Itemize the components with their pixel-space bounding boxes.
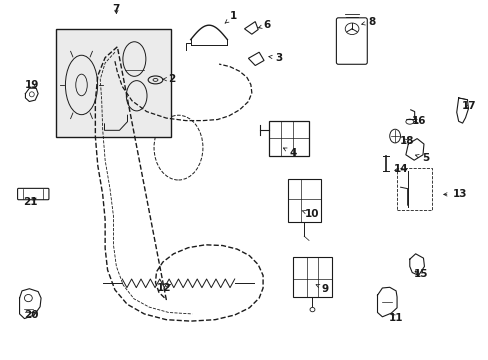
Text: 20: 20 bbox=[24, 310, 39, 320]
Text: 4: 4 bbox=[283, 148, 297, 158]
Text: 10: 10 bbox=[301, 209, 319, 219]
Text: 13: 13 bbox=[443, 189, 466, 199]
Text: 12: 12 bbox=[156, 283, 171, 293]
Text: 2: 2 bbox=[163, 74, 175, 84]
Text: 3: 3 bbox=[268, 53, 282, 63]
Text: 6: 6 bbox=[258, 20, 269, 30]
Text: 19: 19 bbox=[24, 80, 39, 90]
Text: 21: 21 bbox=[23, 197, 38, 207]
Bar bbox=[287, 179, 320, 222]
Text: 1: 1 bbox=[224, 11, 237, 23]
Text: 15: 15 bbox=[413, 269, 428, 279]
Text: 9: 9 bbox=[315, 284, 328, 294]
Bar bbox=[396, 168, 431, 210]
Text: 14: 14 bbox=[393, 164, 407, 174]
Text: 5: 5 bbox=[415, 153, 428, 163]
Bar bbox=[293, 257, 331, 297]
Text: 18: 18 bbox=[399, 136, 413, 146]
Text: 17: 17 bbox=[461, 101, 476, 111]
Text: 11: 11 bbox=[388, 312, 403, 323]
Bar bbox=[56, 29, 171, 137]
Text: 8: 8 bbox=[361, 17, 374, 27]
Bar bbox=[268, 121, 308, 156]
Text: 7: 7 bbox=[112, 4, 120, 14]
Text: 16: 16 bbox=[411, 116, 426, 126]
